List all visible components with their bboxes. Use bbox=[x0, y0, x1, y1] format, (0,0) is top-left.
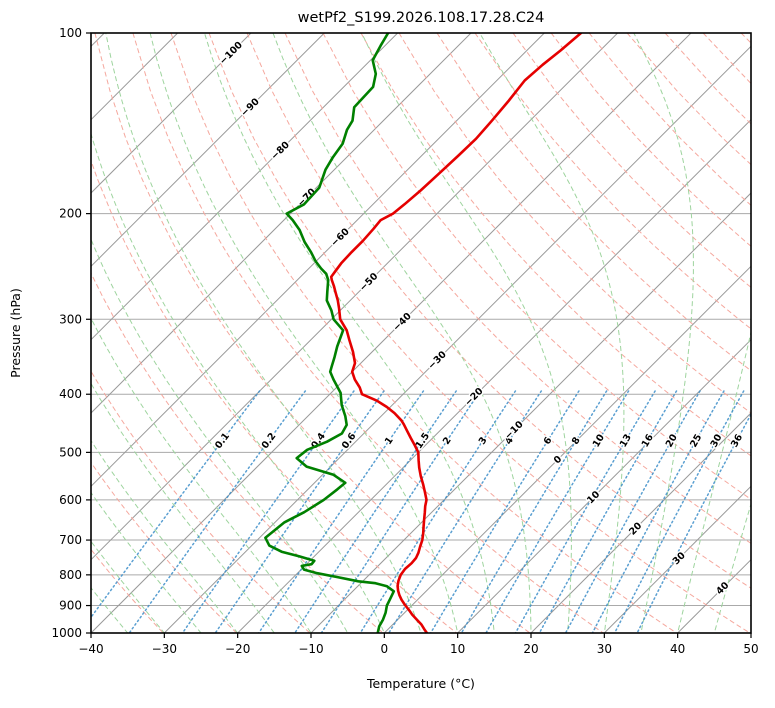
y-axis-label: Pressure (hPa) bbox=[8, 288, 23, 378]
y-tick-label: 200 bbox=[59, 207, 82, 221]
mixing-ratio-lines bbox=[91, 390, 751, 633]
y-tick-label: 600 bbox=[59, 493, 82, 507]
x-tick-label: 0 bbox=[381, 642, 389, 656]
x-tick-label: 40 bbox=[670, 642, 685, 656]
y-tick-label: 800 bbox=[59, 568, 82, 582]
dewpoint-curve bbox=[264, 33, 396, 633]
x-tick-label: −30 bbox=[152, 642, 177, 656]
x-axis-label: Temperature (°C) bbox=[366, 676, 475, 691]
axes: −40 −30 −20 −10 0 10 20 30 40 50 100 200 300 400 500 60… bbox=[51, 26, 758, 656]
x-tick-label: −40 bbox=[78, 642, 103, 656]
y-tick-label: 1000 bbox=[51, 626, 82, 640]
y-tick-label: 500 bbox=[59, 445, 82, 459]
y-tick-label: 300 bbox=[59, 312, 82, 326]
y-tick-label: 700 bbox=[59, 533, 82, 547]
y-tick-label: 400 bbox=[59, 387, 82, 401]
x-tick-label: 20 bbox=[523, 642, 538, 656]
isotherm-lines bbox=[91, 33, 751, 633]
x-tick-label: 50 bbox=[743, 642, 758, 656]
y-tick-label: 900 bbox=[59, 599, 82, 613]
moist-adiabat-lines bbox=[91, 33, 751, 633]
chart-title: wetPf2_S199.2026.108.17.28.C24 bbox=[298, 10, 545, 26]
y-tick-label: 100 bbox=[59, 26, 82, 40]
x-tick-label: 30 bbox=[597, 642, 612, 656]
temperature-curve bbox=[329, 33, 583, 633]
x-tick-label: −10 bbox=[298, 642, 323, 656]
x-tick-label: 10 bbox=[450, 642, 465, 656]
sounding-curves bbox=[264, 33, 583, 633]
plot-border bbox=[90, 32, 752, 634]
x-tick-label: −20 bbox=[225, 642, 250, 656]
